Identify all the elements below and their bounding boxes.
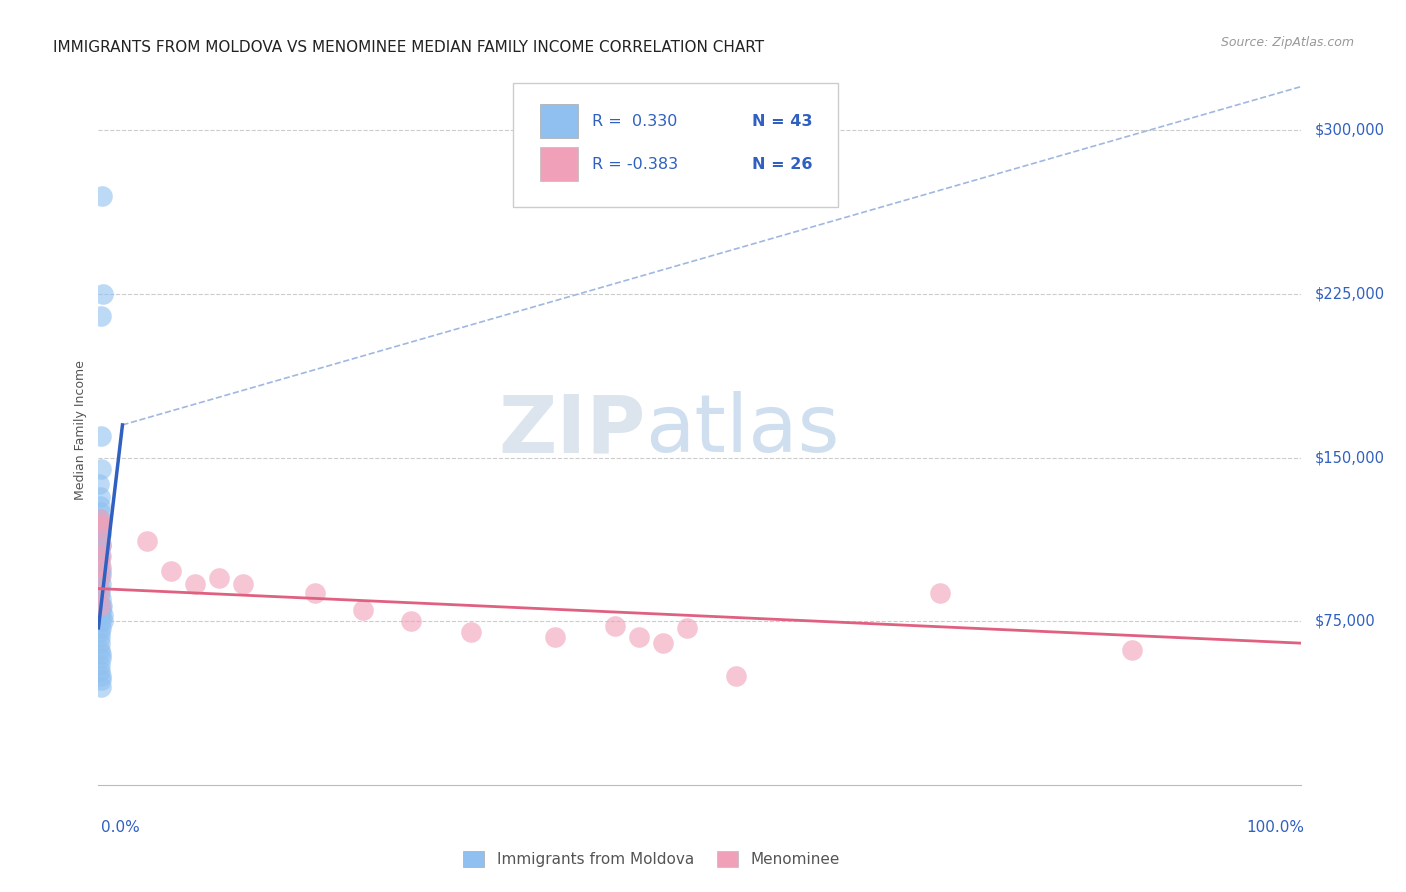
Point: [89, 571, 111, 585]
Text: $225,000: $225,000: [1315, 286, 1385, 301]
Point: [135, 533, 157, 548]
Legend: Immigrants from Moldova, Menominee: Immigrants from Moldova, Menominee: [457, 845, 846, 873]
Point: [90, 564, 112, 578]
Point: [352, 603, 374, 617]
Bar: [540, 147, 578, 181]
Point: [89, 657, 111, 672]
Point: [605, 618, 627, 632]
Point: [90, 577, 112, 591]
Point: [89, 490, 111, 504]
Point: [91, 287, 114, 301]
Point: [89, 512, 111, 526]
Point: [89, 505, 111, 519]
Point: [90, 538, 112, 552]
Text: R = -0.383: R = -0.383: [592, 157, 679, 172]
Point: [90, 607, 112, 622]
Text: atlas: atlas: [645, 392, 839, 469]
Text: $300,000: $300,000: [1315, 123, 1385, 138]
Point: [208, 571, 231, 585]
Y-axis label: Median Family Income: Median Family Income: [75, 360, 87, 500]
Text: $75,000: $75,000: [1315, 614, 1375, 629]
Point: [89, 516, 111, 530]
Point: [90, 309, 112, 323]
Point: [89, 533, 111, 548]
Point: [1121, 642, 1143, 657]
Point: [89, 586, 111, 600]
Point: [89, 520, 111, 534]
Point: [90, 651, 112, 665]
Point: [159, 564, 181, 578]
Point: [90, 647, 112, 661]
Text: $150,000: $150,000: [1315, 450, 1385, 465]
Point: [460, 625, 482, 640]
Point: [90, 599, 112, 613]
Point: [90, 559, 112, 574]
Text: N = 26: N = 26: [752, 157, 813, 172]
Point: [89, 512, 111, 526]
Point: [89, 549, 111, 563]
Point: [91, 189, 114, 203]
Point: [89, 665, 111, 679]
FancyBboxPatch shape: [513, 83, 838, 207]
Point: [90, 568, 112, 582]
Text: IMMIGRANTS FROM MOLDOVA VS MENOMINEE MEDIAN FAMILY INCOME CORRELATION CHART: IMMIGRANTS FROM MOLDOVA VS MENOMINEE MED…: [53, 40, 765, 55]
Point: [90, 603, 112, 617]
Point: [89, 520, 111, 534]
Point: [89, 636, 111, 650]
Point: [90, 527, 112, 541]
Point: [90, 461, 112, 475]
Point: [90, 592, 112, 607]
Point: [89, 625, 111, 640]
Point: [90, 680, 112, 694]
Bar: [540, 104, 578, 138]
Point: [399, 615, 422, 629]
Point: [90, 538, 112, 552]
Text: N = 43: N = 43: [752, 113, 813, 128]
Text: Source: ZipAtlas.com: Source: ZipAtlas.com: [1220, 36, 1354, 49]
Point: [928, 586, 950, 600]
Text: 100.0%: 100.0%: [1247, 821, 1305, 835]
Point: [724, 669, 747, 683]
Text: 0.0%: 0.0%: [101, 821, 141, 835]
Point: [89, 555, 111, 569]
Point: [89, 630, 111, 644]
Point: [89, 582, 111, 596]
Point: [544, 630, 567, 644]
Point: [91, 599, 114, 613]
Point: [90, 520, 112, 534]
Point: [89, 642, 111, 657]
Point: [89, 542, 111, 557]
Point: [183, 577, 205, 591]
Point: [91, 615, 114, 629]
Point: [89, 586, 111, 600]
Point: [232, 577, 254, 591]
Point: [90, 549, 112, 563]
Point: [90, 673, 112, 688]
Point: [90, 669, 112, 683]
Point: [89, 476, 111, 491]
Point: [628, 630, 651, 644]
Point: [89, 499, 111, 513]
Point: [91, 607, 114, 622]
Text: ZIP: ZIP: [498, 392, 645, 469]
Point: [676, 621, 699, 635]
Point: [89, 599, 111, 613]
Text: R =  0.330: R = 0.330: [592, 113, 678, 128]
Point: [652, 636, 675, 650]
Point: [304, 586, 326, 600]
Point: [90, 621, 112, 635]
Point: [90, 615, 112, 629]
Point: [90, 429, 112, 443]
